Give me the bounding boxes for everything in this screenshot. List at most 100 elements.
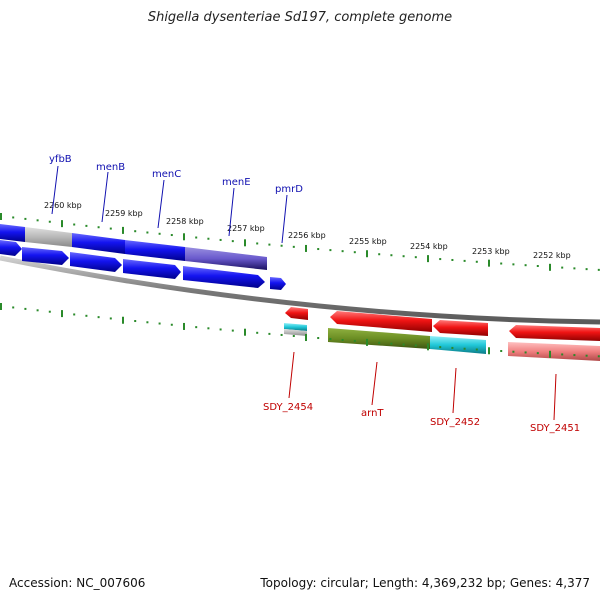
minor-tick xyxy=(597,355,600,358)
leader-line xyxy=(157,179,165,229)
gene-label-arnT: arnT xyxy=(361,408,384,419)
major-tick xyxy=(488,259,490,267)
minor-tick xyxy=(73,313,76,316)
feature-arrow xyxy=(22,247,69,265)
kbp-label: 2259 kbp xyxy=(105,209,143,218)
minor-tick xyxy=(12,216,15,219)
minor-tick xyxy=(439,346,442,349)
feature-grey-yfbB xyxy=(25,227,72,247)
major-tick xyxy=(488,347,490,355)
major-tick xyxy=(549,350,551,358)
gene-label-menE: menE xyxy=(222,177,251,188)
minor-tick xyxy=(597,268,600,271)
minor-tick xyxy=(48,310,51,313)
feature-grey-small xyxy=(284,329,307,336)
leader-line xyxy=(452,367,457,414)
minor-tick xyxy=(329,249,332,252)
major-tick xyxy=(244,328,246,336)
minor-tick xyxy=(97,316,100,319)
minor-tick xyxy=(573,354,576,357)
feature-forward-menC xyxy=(125,240,185,261)
feature-cyan-SDY_2452 xyxy=(430,336,486,354)
minor-tick xyxy=(158,232,161,235)
major-tick xyxy=(183,322,185,330)
kbp-label: 2254 kbp xyxy=(410,242,448,251)
minor-tick xyxy=(317,248,320,251)
feature-cyan-small xyxy=(284,323,307,331)
major-tick xyxy=(122,316,124,324)
minor-tick xyxy=(195,326,198,329)
minor-tick xyxy=(512,263,515,266)
leader-line xyxy=(371,361,378,406)
minor-tick xyxy=(451,258,454,261)
feature-forward-block xyxy=(0,224,25,242)
kbp-label: 2253 kbp xyxy=(472,247,510,256)
minor-tick xyxy=(170,234,173,237)
minor-tick xyxy=(134,320,137,323)
minor-tick xyxy=(280,333,283,336)
minor-tick xyxy=(146,321,149,324)
feature-olive-arnT xyxy=(328,328,430,349)
major-tick xyxy=(366,338,368,346)
minor-tick xyxy=(231,240,234,243)
feature-purple-menE xyxy=(185,247,267,270)
major-tick xyxy=(244,239,246,247)
minor-tick xyxy=(256,331,259,334)
bottom-gene-labels: SDY_2454 arnT SDY_2452 SDY_2451 xyxy=(263,351,580,434)
minor-tick xyxy=(451,346,454,349)
gene-label-SDY_2451: SDY_2451 xyxy=(530,423,580,434)
minor-tick xyxy=(353,339,356,342)
gene-label-menB: menB xyxy=(96,162,125,173)
minor-tick xyxy=(207,237,210,240)
feature-reverse-SDY_2454 xyxy=(285,307,308,320)
map-title: Shigella dysenteriae Sd197, complete gen… xyxy=(147,10,453,25)
minor-tick xyxy=(341,250,344,253)
kbp-label: 2255 kbp xyxy=(349,237,387,246)
minor-tick xyxy=(85,224,88,227)
minor-tick xyxy=(536,352,539,355)
minor-tick xyxy=(109,227,112,230)
minor-tick xyxy=(585,354,588,357)
major-tick xyxy=(61,310,63,318)
major-tick xyxy=(122,226,124,234)
feature-arrow xyxy=(183,266,265,288)
leader-line xyxy=(553,373,557,421)
feature-arrow xyxy=(0,240,22,256)
minor-tick xyxy=(36,309,39,312)
minor-tick xyxy=(109,317,112,320)
minor-tick xyxy=(341,338,344,341)
minor-tick xyxy=(463,347,466,350)
minor-tick xyxy=(12,306,15,309)
accession-text: Accession: NC_007606 xyxy=(9,576,146,590)
bottom-lane-upper xyxy=(285,307,600,341)
minor-tick xyxy=(24,217,27,220)
gene-label-pmrD: pmrD xyxy=(275,184,303,195)
minor-tick xyxy=(463,259,466,262)
major-tick xyxy=(183,233,185,241)
major-tick xyxy=(61,220,63,228)
leader-line xyxy=(281,194,288,244)
gene-label-SDY_2452: SDY_2452 xyxy=(430,417,480,428)
minor-tick xyxy=(146,231,149,234)
minor-tick xyxy=(329,338,332,341)
minor-tick xyxy=(292,334,295,337)
minor-tick xyxy=(390,342,393,345)
gene-label-menC: menC xyxy=(152,169,181,180)
feature-pink-SDY_2451 xyxy=(508,342,600,361)
minor-tick xyxy=(573,267,576,270)
minor-tick xyxy=(500,350,503,353)
minor-tick xyxy=(207,327,210,330)
minor-tick xyxy=(500,262,503,265)
leader-line xyxy=(51,165,59,215)
top-lane-upper xyxy=(0,224,267,270)
minor-tick xyxy=(48,220,51,223)
minor-tick xyxy=(85,314,88,317)
minor-tick xyxy=(378,341,381,344)
gene-label-yfbB: yfbB xyxy=(49,154,72,165)
tick-track-bottom xyxy=(0,303,600,358)
minor-tick xyxy=(73,223,76,226)
minor-tick xyxy=(317,337,320,340)
top-lane-lower xyxy=(0,240,286,290)
gene-label-SDY_2454: SDY_2454 xyxy=(263,402,313,413)
